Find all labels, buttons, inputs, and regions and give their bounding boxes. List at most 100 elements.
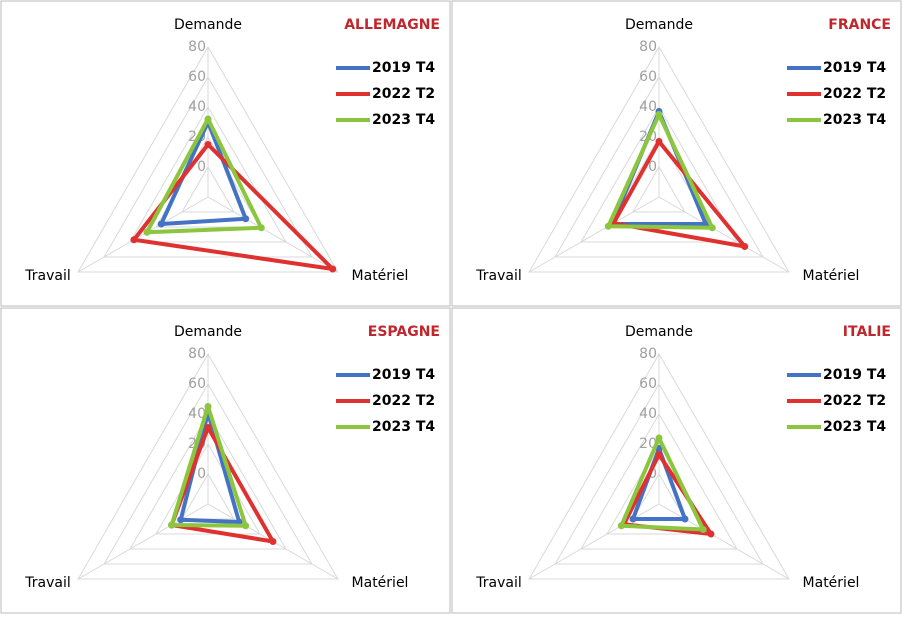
marker — [604, 222, 612, 230]
axis-label: Matériel — [803, 575, 860, 591]
marker — [242, 522, 250, 530]
grid-ring — [129, 413, 287, 550]
tick-label: 0 — [648, 466, 657, 482]
marker — [143, 228, 151, 236]
spoke — [528, 503, 660, 580]
panel-border — [451, 307, 902, 614]
tick-label: 40 — [639, 406, 657, 422]
axis-label: Travail — [475, 268, 521, 284]
spoke — [528, 196, 660, 273]
series-line — [131, 142, 335, 271]
marker — [707, 530, 715, 538]
panel-border — [451, 0, 902, 307]
tick-label: 0 — [648, 159, 657, 175]
spoke — [658, 503, 790, 580]
legend-label: 2023 T4 — [372, 419, 435, 435]
spoke — [658, 196, 790, 273]
marker — [242, 215, 250, 223]
series-line — [169, 425, 275, 544]
marker — [629, 515, 637, 523]
marker — [655, 111, 663, 118]
axis-label: Travail — [24, 575, 70, 591]
marker — [257, 224, 265, 232]
legend-label: 2022 T2 — [372, 86, 435, 102]
series-line — [619, 436, 706, 532]
legend-label: 2022 T2 — [823, 86, 886, 102]
marker — [655, 138, 663, 145]
series-line — [144, 117, 264, 235]
grid-ring — [580, 105, 738, 243]
axis-label: Matériel — [803, 268, 860, 284]
marker — [130, 236, 138, 244]
marker — [177, 516, 185, 524]
grid-ring — [129, 106, 287, 243]
chart-title: ESPAGNE — [368, 324, 440, 340]
series-line — [169, 404, 248, 528]
grid-ring — [554, 382, 764, 565]
grid-ring — [528, 352, 790, 580]
chart-title: FRANCE — [828, 17, 891, 33]
grid-ring — [632, 166, 686, 213]
panel-border — [0, 307, 451, 614]
grid-ring — [554, 75, 764, 258]
legend-label: 2022 T2 — [372, 393, 435, 409]
marker — [617, 522, 625, 530]
axis-label: Matériel — [352, 575, 409, 591]
grid-ring — [77, 352, 339, 580]
marker — [168, 521, 176, 529]
legend-label: 2019 T4 — [372, 367, 435, 383]
marker — [269, 538, 277, 545]
chart-title: ITALIE — [843, 324, 891, 340]
marker — [204, 424, 212, 431]
grid-ring — [528, 45, 790, 273]
grid-ring — [181, 165, 235, 213]
marker — [157, 220, 165, 228]
axis-label: Demande — [174, 324, 242, 340]
legend-label: 2019 T4 — [372, 60, 435, 76]
legend-label: 2023 T4 — [372, 112, 435, 128]
tick-label: 60 — [639, 376, 657, 392]
tick-label: 60 — [188, 69, 206, 85]
tick-label: 0 — [197, 466, 206, 482]
tick-label: 40 — [188, 406, 206, 422]
tick-label: 80 — [639, 346, 657, 362]
spoke — [77, 503, 209, 580]
marker — [204, 141, 212, 148]
marker — [329, 265, 337, 273]
tick-label: 80 — [188, 39, 206, 55]
chart-title: ALLEMAGNE — [344, 17, 440, 33]
tick-label: 60 — [188, 376, 206, 392]
legend-label: 2023 T4 — [823, 419, 886, 435]
axis-label: Matériel — [352, 268, 409, 284]
axis-label: Demande — [174, 17, 242, 33]
tick-label: 0 — [197, 159, 206, 175]
marker — [708, 224, 716, 232]
legend-label: 2019 T4 — [823, 60, 886, 76]
grid-ring — [580, 412, 738, 550]
marker — [655, 434, 663, 442]
grid-ring — [103, 382, 313, 565]
marker — [699, 526, 707, 533]
tick-label: 40 — [188, 99, 206, 115]
tick-label: 80 — [188, 346, 206, 362]
series-line — [606, 112, 715, 230]
spoke — [77, 196, 209, 273]
spoke — [207, 196, 339, 273]
legend-label: 2019 T4 — [823, 367, 886, 383]
axis-label: Travail — [24, 268, 70, 284]
marker — [741, 243, 749, 250]
tick-label: 40 — [639, 99, 657, 115]
marker — [204, 115, 212, 123]
grid-ring — [103, 75, 313, 258]
panel-border — [0, 0, 451, 307]
series-line — [611, 139, 747, 249]
legend-label: 2022 T2 — [823, 393, 886, 409]
axis-label: Demande — [625, 324, 693, 340]
tick-label: 60 — [639, 69, 657, 85]
marker — [204, 403, 212, 410]
axis-label: Travail — [475, 575, 521, 591]
marker — [681, 515, 689, 523]
grid-ring — [77, 45, 339, 273]
legend-label: 2023 T4 — [823, 112, 886, 128]
axis-label: Demande — [625, 17, 693, 33]
